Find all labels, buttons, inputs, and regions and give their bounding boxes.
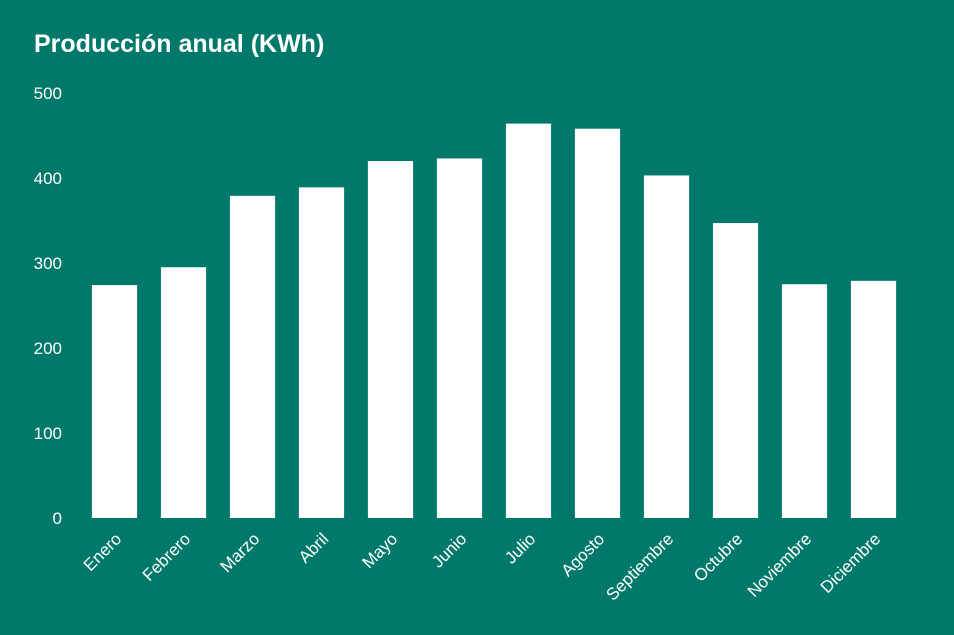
bar-mayo	[367, 161, 414, 518]
y-tick-label: 300	[34, 254, 62, 273]
x-tick-label: Febrero	[139, 529, 195, 585]
y-tick-label: 0	[53, 509, 62, 528]
bar-agosto	[574, 128, 621, 518]
x-tick-label: Mayo	[358, 529, 401, 572]
bar-abril	[298, 187, 345, 518]
bar-septiembre	[643, 175, 690, 518]
bar-enero	[91, 285, 138, 518]
x-tick-label: Septiembre	[602, 529, 677, 604]
y-tick-label: 400	[34, 169, 62, 188]
bar-octubre	[712, 223, 759, 519]
x-tick-label: Agosto	[557, 529, 608, 580]
x-tick-label: Noviembre	[744, 529, 816, 601]
x-tick-label: Enero	[80, 529, 126, 575]
x-tick-label: Junio	[428, 529, 470, 571]
bar-febrero	[160, 267, 207, 518]
x-tick-label: Marzo	[216, 529, 263, 576]
bar-marzo	[229, 195, 276, 518]
y-tick-label: 500	[34, 84, 62, 103]
x-tick-label: Abril	[295, 529, 332, 566]
x-tick-label: Julio	[501, 529, 539, 567]
bar-noviembre	[781, 284, 828, 518]
x-tick-label: Octubre	[690, 529, 746, 585]
bar-julio	[505, 123, 552, 518]
bar-junio	[436, 158, 483, 518]
y-tick-label: 100	[34, 424, 62, 443]
y-tick-label: 200	[34, 339, 62, 358]
bar-diciembre	[850, 280, 897, 518]
x-tick-label: Diciembre	[817, 529, 885, 597]
chart-title: Producción anual (KWh)	[34, 30, 325, 58]
